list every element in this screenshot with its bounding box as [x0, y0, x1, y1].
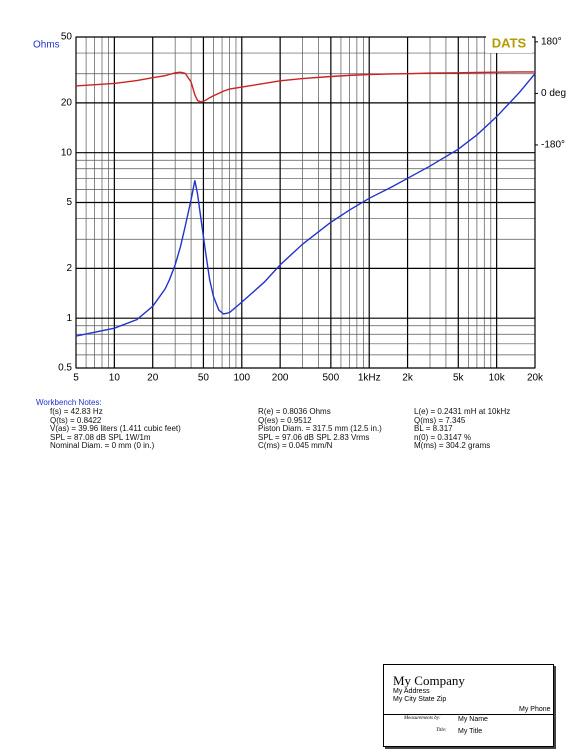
- y-tick-label: 50: [61, 32, 73, 43]
- note-line: V(as) = 39.96 liters (1.411 cubic feet): [50, 424, 181, 434]
- note-line: C(ms) = 0.045 mm/N: [258, 441, 333, 451]
- title-block: My Company My Address My City State Zip My …: [383, 664, 554, 747]
- city: My City State Zip: [393, 696, 447, 703]
- y-tick-label: 2: [66, 263, 72, 274]
- x-tick-label: 50: [198, 373, 210, 384]
- phone: My Phone: [519, 706, 551, 713]
- measured-by-label: Measurements by:: [404, 716, 441, 721]
- x-tick-label: 2k: [402, 373, 414, 384]
- x-tick-label: 20k: [527, 373, 544, 384]
- notes-title: Workbench Notes:: [36, 398, 102, 407]
- x-tick-label: 10: [109, 373, 121, 384]
- logo: DATS: [492, 35, 527, 50]
- y-tick-label: 1: [66, 313, 72, 324]
- y-tick-label: 10: [61, 147, 73, 158]
- y-tick-label: 20: [61, 97, 73, 108]
- x-tick-label: 1kHz: [358, 373, 381, 384]
- logo-box: [486, 35, 532, 53]
- company: My Company: [393, 673, 465, 688]
- y2-tick-label: 0 deg: [541, 88, 566, 99]
- x-tick-label: 500: [323, 373, 340, 384]
- x-tick-label: 100: [233, 373, 250, 384]
- note-line: Nominal Diam. = 0 mm (0 in.): [50, 441, 155, 451]
- x-tick-label: 5k: [453, 373, 465, 384]
- y-tick-label: 0.5: [58, 363, 72, 374]
- title-label: Title:: [436, 728, 447, 733]
- chart: 5 10 20 50 100 200 500 1kHz 2k 5k 10k 20k 0.5 1 2 5 10 20…: [33, 32, 566, 384]
- title: My Title: [458, 728, 483, 735]
- note-line: SPL = 87.08 dB SPL 1W/1m: [50, 432, 151, 442]
- note-line: R(e) = 0.8036 Ohms: [258, 407, 331, 416]
- note-line: Q(es) = 0.9512: [258, 415, 312, 425]
- note-line: f(s) = 42.83 Hz: [50, 407, 103, 416]
- note-line: L(e) = 0.2431 mH at 10kHz: [414, 407, 511, 416]
- x-tick-label: 20: [147, 373, 159, 384]
- y2-tick-label: -180°: [541, 140, 565, 151]
- x-tick-label: 10k: [489, 373, 506, 384]
- note-line: Q(ts) = 0.8422: [50, 415, 102, 425]
- y2-tick-label: 180°: [541, 37, 562, 48]
- data-line: [75, 73, 536, 337]
- address: My Address: [393, 688, 430, 695]
- note-line: n(0) = 0.3147 %: [414, 432, 472, 442]
- note-line: BL = 8.317: [414, 424, 453, 434]
- y-axis-label: Ohms: [33, 40, 60, 51]
- note-line: SPL = 97.06 dB SPL 2.83 Vrms: [258, 432, 370, 442]
- x-tick-label: 5: [73, 373, 79, 384]
- note-line: M(ms) = 304.2 grams: [414, 441, 491, 451]
- y-tick-label: 5: [66, 197, 72, 208]
- name: My Name: [458, 716, 488, 723]
- note-line: Piston Diam. = 317.5 mm (12.5 in.): [258, 424, 382, 434]
- note-line: Q(ms) = 7.345: [414, 415, 466, 425]
- data-line: [75, 71, 535, 103]
- rule: [384, 714, 553, 715]
- x-tick-label: 200: [272, 373, 289, 384]
